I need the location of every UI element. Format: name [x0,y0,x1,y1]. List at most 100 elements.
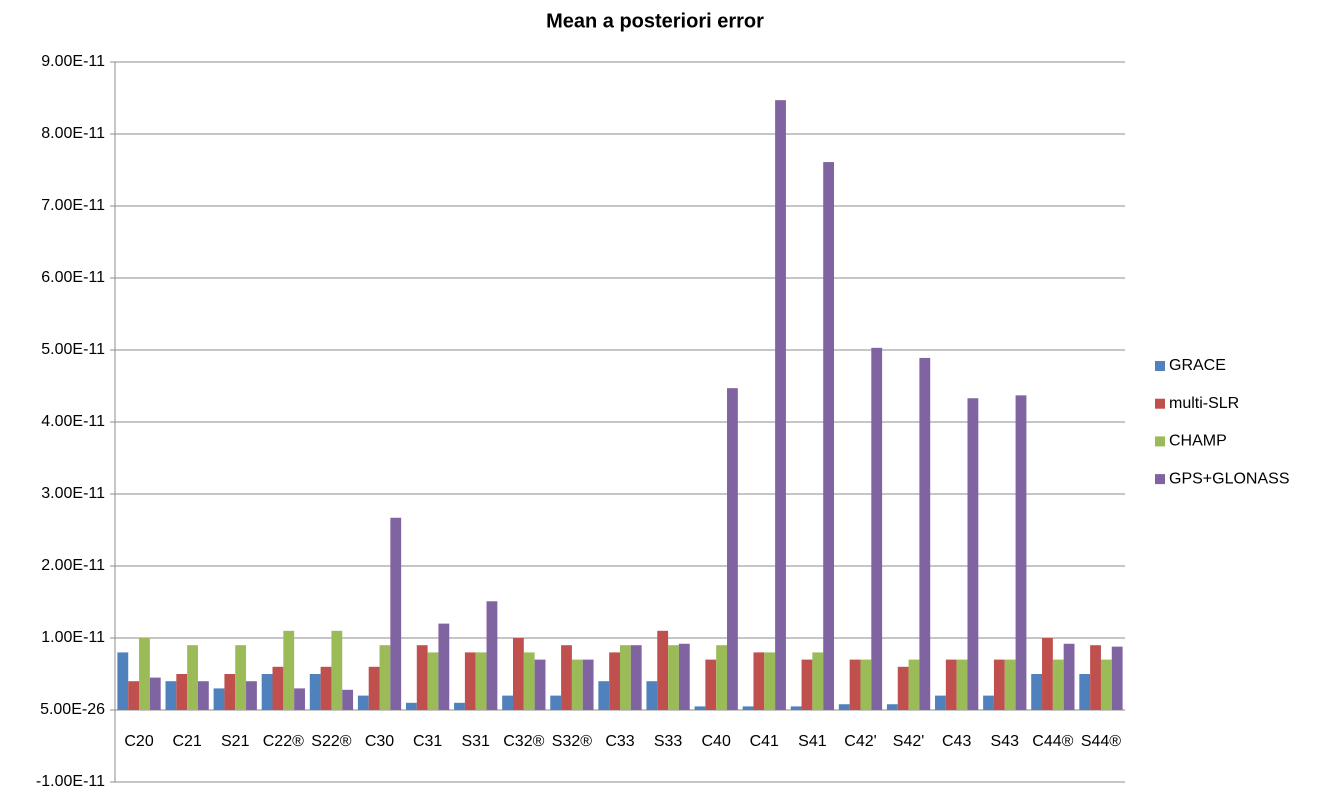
bar [1079,674,1091,710]
x-tick-label: C44® [1032,733,1073,750]
bar [646,681,658,710]
bar [956,659,968,710]
bar [1100,659,1112,710]
x-tick-label: C33 [605,733,634,750]
bar [197,681,209,710]
bar [1031,674,1043,710]
bar [165,681,177,710]
bar [464,652,476,710]
y-tick-label: 2.00E-11 [41,557,105,574]
bar [261,674,273,710]
x-tick-label: S22® [311,733,351,750]
bar [630,645,642,710]
bar [1004,659,1016,710]
legend-label: CHAMP [1169,433,1227,450]
bar [309,674,321,710]
bar [935,695,946,710]
bar [320,666,332,710]
bar [523,652,535,710]
x-tick-label: C30 [365,733,394,750]
x-tick-label: C21 [172,733,201,750]
bar [390,517,402,710]
bar [716,645,728,710]
bar [582,659,594,710]
bar [678,643,690,710]
bar [657,630,669,710]
x-tick-label: C32® [503,733,544,750]
x-tick-label: S41 [798,733,827,750]
y-tick-label: 4.00E-11 [41,413,105,430]
bar [149,677,161,710]
bar [571,659,583,710]
bar [405,702,417,710]
bar [823,162,835,710]
bar [357,695,369,710]
bar [1111,646,1123,710]
bar [176,674,188,710]
bar [775,100,786,710]
x-tick-label: S42' [893,733,925,750]
bar [871,347,883,710]
bar [294,688,305,710]
bar [812,652,824,710]
bar [128,681,140,710]
bar [908,659,920,710]
bar [502,695,513,710]
x-tick-label: C31 [413,733,442,750]
x-tick-label: S21 [221,733,250,750]
bar [764,652,776,710]
bar [668,645,679,710]
bar [283,630,295,710]
bar [790,706,802,710]
y-tick-label: 9.00E-11 [41,53,105,70]
bar [379,645,391,710]
x-tick-label: C22® [263,733,304,750]
y-tick-label: 3.00E-11 [41,485,105,502]
chart-title: Mean a posteriori error [546,10,764,32]
x-tick-label: C40 [702,733,731,750]
bar [1090,645,1101,710]
bar [1042,638,1053,710]
x-tick-label: S32® [552,733,592,750]
bar [620,645,631,710]
bar [272,666,284,710]
y-tick-label: -1.00E-11 [36,773,105,790]
bar [1015,395,1027,710]
bar [187,645,198,710]
bar [1063,643,1075,710]
bar [849,659,861,710]
bar [967,398,979,710]
bar [117,652,129,710]
legend-swatch [1155,398,1165,409]
bar [561,645,572,710]
legend-swatch [1155,436,1165,447]
bar [246,681,257,710]
x-tick-label: C42' [844,733,876,750]
legend-swatch [1155,361,1165,371]
bar [486,601,498,710]
bar [213,688,225,710]
bar [342,689,354,710]
y-tick-label: 7.00E-11 [41,197,105,214]
legend-label: GRACE [1169,357,1226,374]
bar [438,623,450,710]
y-tick-label: 5.00E-26 [40,701,105,718]
bar [897,666,909,710]
legend-swatch [1155,474,1165,485]
bar [224,674,236,710]
bar [1052,659,1064,710]
x-tick-label: C41 [750,733,779,750]
bar [331,630,343,710]
bar [534,659,546,710]
bar [427,652,439,710]
bar [860,659,872,710]
bar [886,704,898,710]
x-tick-label: S33 [654,733,683,750]
x-tick-label: C20 [124,733,153,750]
legend-label: multi-SLR [1169,395,1239,412]
bar [919,357,931,710]
x-tick-label: C43 [942,733,971,750]
bar [727,388,738,710]
bar [139,638,150,710]
